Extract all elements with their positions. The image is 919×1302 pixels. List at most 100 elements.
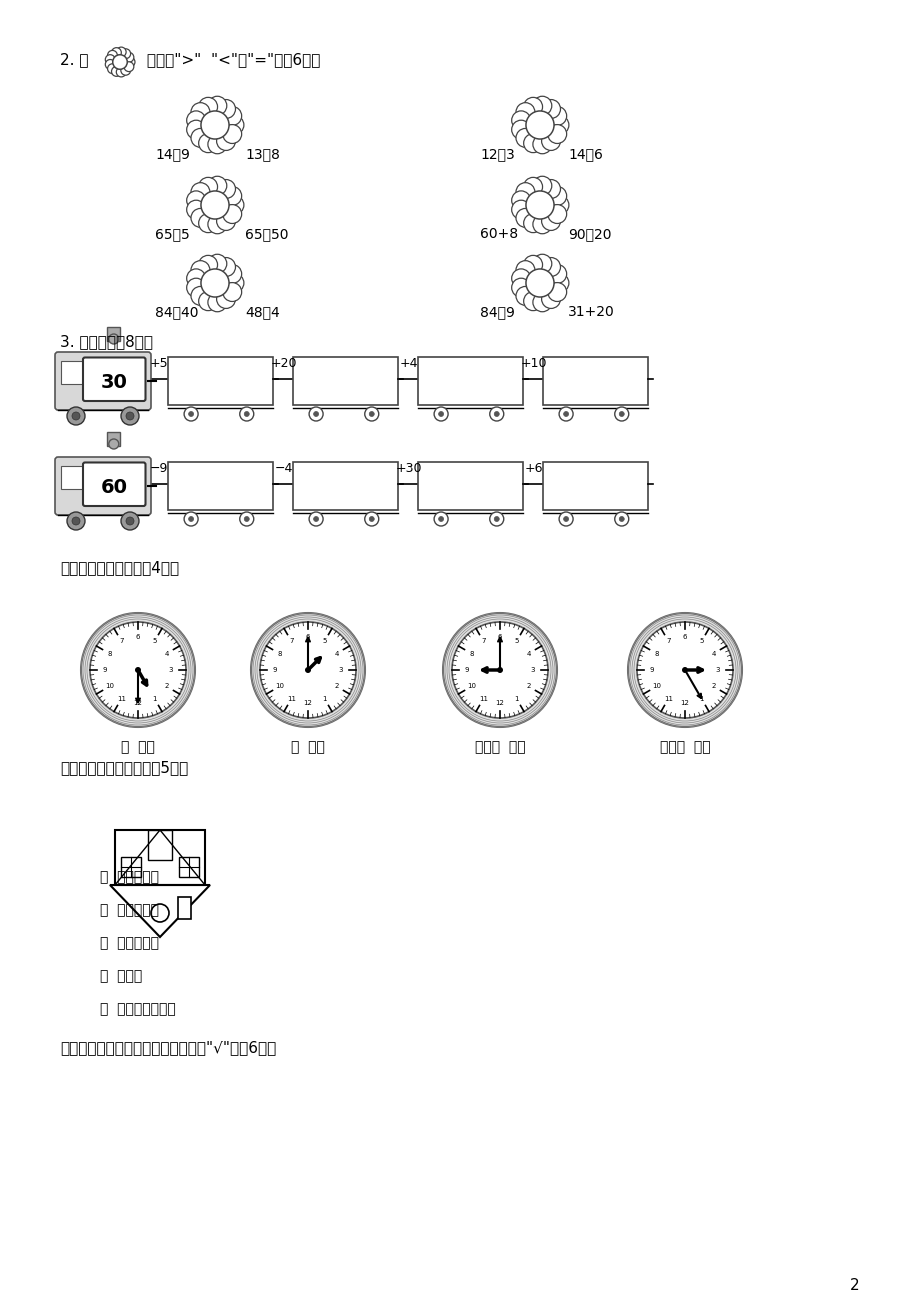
Circle shape [191, 103, 210, 121]
Circle shape [681, 667, 687, 673]
Circle shape [200, 191, 229, 219]
Text: 5: 5 [514, 638, 518, 644]
Circle shape [216, 99, 235, 118]
Circle shape [636, 622, 732, 717]
Text: 7: 7 [665, 638, 670, 644]
Circle shape [191, 208, 210, 228]
FancyBboxPatch shape [61, 466, 83, 490]
Text: 1: 1 [514, 695, 518, 702]
Text: 1: 1 [698, 695, 703, 702]
Circle shape [191, 260, 210, 280]
Circle shape [511, 201, 530, 219]
Text: 2: 2 [849, 1279, 859, 1293]
Circle shape [550, 195, 568, 215]
Text: （  ）个平行四边形: （ ）个平行四边形 [100, 1003, 176, 1016]
Circle shape [541, 99, 560, 118]
Text: 4: 4 [165, 651, 168, 656]
Text: +20: +20 [270, 357, 297, 370]
Circle shape [309, 512, 323, 526]
Circle shape [187, 120, 205, 139]
Circle shape [120, 65, 130, 76]
FancyBboxPatch shape [177, 897, 191, 919]
Text: （  ）时: （ ）时 [290, 740, 324, 754]
Text: （  ）时: （ ）时 [121, 740, 154, 754]
Circle shape [200, 270, 229, 297]
Circle shape [434, 408, 448, 421]
Circle shape [135, 667, 141, 673]
Circle shape [516, 182, 534, 202]
Text: 60: 60 [101, 478, 128, 496]
Text: 6: 6 [497, 634, 502, 641]
Circle shape [126, 411, 134, 421]
Circle shape [516, 103, 534, 121]
Text: 11: 11 [117, 695, 126, 702]
Text: 5: 5 [322, 638, 326, 644]
Text: 14－9: 14－9 [154, 147, 189, 161]
Circle shape [105, 55, 115, 65]
Text: 4: 4 [526, 651, 530, 656]
Circle shape [111, 66, 121, 77]
FancyBboxPatch shape [121, 857, 141, 878]
Circle shape [313, 517, 318, 522]
Circle shape [225, 116, 244, 134]
Circle shape [511, 279, 530, 297]
Circle shape [251, 613, 365, 727]
Text: 1: 1 [322, 695, 326, 702]
Circle shape [216, 180, 235, 198]
Text: 14－6: 14－6 [567, 147, 602, 161]
Circle shape [199, 255, 217, 275]
Circle shape [364, 408, 379, 421]
Text: 9: 9 [649, 667, 653, 673]
Circle shape [199, 98, 217, 116]
Text: 3. 开火车。（8分）: 3. 开火车。（8分） [60, 335, 153, 349]
FancyBboxPatch shape [61, 361, 83, 384]
Circle shape [124, 61, 133, 72]
Text: 3: 3 [338, 667, 343, 673]
Text: −9: −9 [150, 462, 168, 475]
FancyBboxPatch shape [55, 457, 151, 516]
Circle shape [187, 201, 205, 219]
Circle shape [208, 135, 227, 154]
Text: 31+20: 31+20 [567, 305, 614, 319]
Text: 12: 12 [303, 700, 312, 706]
Text: 刚过（  ）时: 刚过（ ）时 [474, 740, 525, 754]
FancyBboxPatch shape [417, 462, 522, 510]
Text: 10: 10 [467, 684, 475, 690]
Circle shape [511, 111, 530, 130]
Circle shape [240, 512, 254, 526]
Circle shape [523, 292, 542, 311]
Circle shape [191, 286, 210, 306]
Circle shape [526, 270, 553, 297]
Text: 12: 12 [133, 700, 142, 706]
Circle shape [541, 289, 560, 309]
Text: 7: 7 [289, 638, 293, 644]
Circle shape [511, 120, 530, 139]
Circle shape [614, 408, 628, 421]
Text: 12－3: 12－3 [480, 147, 515, 161]
Text: （  ）个长方形: （ ）个长方形 [100, 870, 159, 884]
Circle shape [222, 283, 242, 302]
Text: 65－50: 65－50 [244, 227, 289, 241]
Circle shape [125, 57, 135, 66]
Text: 90－20: 90－20 [567, 227, 611, 241]
Text: 四、数一数，填一填。（5分）: 四、数一数，填一填。（5分） [60, 760, 188, 775]
Circle shape [108, 51, 118, 60]
Circle shape [184, 408, 198, 421]
Text: 2: 2 [334, 684, 338, 690]
Circle shape [187, 270, 205, 288]
Circle shape [547, 264, 566, 284]
Circle shape [523, 255, 542, 275]
Circle shape [541, 180, 560, 198]
Circle shape [108, 335, 119, 344]
Text: 7: 7 [119, 638, 124, 644]
Circle shape [225, 273, 244, 293]
Text: 3: 3 [168, 667, 173, 673]
Circle shape [108, 439, 119, 449]
Text: 9: 9 [464, 667, 469, 673]
Text: 84－40: 84－40 [154, 305, 199, 319]
Text: 三、看钟表写时间。（4分）: 三、看钟表写时间。（4分） [60, 560, 179, 575]
Circle shape [559, 408, 573, 421]
Text: 60+8: 60+8 [480, 227, 517, 241]
Circle shape [67, 408, 85, 424]
Circle shape [526, 191, 553, 219]
